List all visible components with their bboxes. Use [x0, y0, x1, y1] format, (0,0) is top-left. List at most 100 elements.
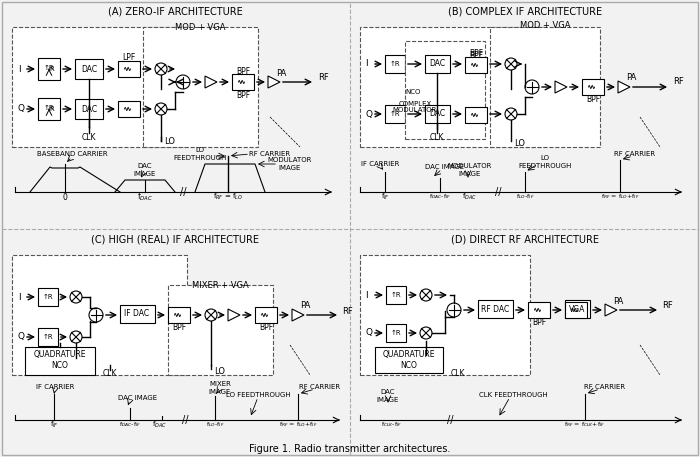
Text: RF: RF	[662, 302, 673, 310]
Text: RF: RF	[318, 73, 329, 81]
Text: (D) DIRECT RF ARCHITECTURE: (D) DIRECT RF ARCHITECTURE	[451, 235, 599, 245]
Circle shape	[505, 58, 517, 70]
Text: f$_{LO}$-f$_{IF}$: f$_{LO}$-f$_{IF}$	[516, 192, 534, 202]
Bar	[360, 27, 545, 147]
Circle shape	[89, 308, 103, 322]
Text: f$_{DAC}$: f$_{DAC}$	[137, 191, 153, 203]
Text: DAC: DAC	[429, 110, 445, 118]
Text: //: //	[447, 415, 454, 425]
Text: IF DAC: IF DAC	[125, 309, 150, 319]
Bar	[385, 105, 405, 123]
Text: DAC
IMAGE: DAC IMAGE	[377, 389, 399, 403]
Bar	[38, 98, 60, 120]
Text: RF CARRIER: RF CARRIER	[249, 151, 290, 157]
Bar	[38, 288, 58, 306]
Bar	[385, 55, 405, 73]
Circle shape	[155, 103, 167, 115]
Bar	[38, 58, 60, 80]
Text: PA: PA	[276, 69, 286, 78]
Bar	[255, 307, 277, 323]
Text: RF CARRIER: RF CARRIER	[615, 151, 656, 157]
Text: QUADRATURE
NCO: QUADRATURE NCO	[34, 351, 86, 370]
Text: RF CARRIER: RF CARRIER	[300, 384, 341, 390]
Text: //: //	[495, 187, 501, 197]
Text: f$_{DAC}$-f$_{IF}$: f$_{DAC}$-f$_{IF}$	[119, 420, 141, 430]
Bar	[582, 79, 604, 95]
Text: (C) HIGH (REAL) IF ARCHITECTURE: (C) HIGH (REAL) IF ARCHITECTURE	[91, 235, 259, 245]
Text: f$_{DAC}$-f$_{IF}$: f$_{DAC}$-f$_{IF}$	[429, 192, 451, 202]
Bar	[478, 300, 513, 318]
Text: MODULATOR
IMAGE: MODULATOR IMAGE	[268, 158, 312, 170]
Polygon shape	[228, 309, 240, 321]
Text: LO FEEDTHROUGH: LO FEEDTHROUGH	[225, 392, 290, 398]
Bar	[75, 59, 103, 79]
Bar	[405, 41, 485, 139]
Bar	[386, 286, 406, 304]
Circle shape	[205, 309, 217, 321]
Bar	[425, 105, 450, 123]
Text: BPF: BPF	[586, 95, 600, 104]
Text: Q: Q	[18, 333, 25, 341]
Bar	[565, 302, 587, 318]
Polygon shape	[268, 76, 280, 88]
Text: 0: 0	[62, 192, 67, 202]
Text: IF CARRIER: IF CARRIER	[36, 384, 74, 390]
Text: CLK: CLK	[430, 133, 444, 142]
Text: DAC
IMAGE: DAC IMAGE	[134, 164, 156, 176]
Text: MIXER + VGA: MIXER + VGA	[192, 281, 248, 289]
Text: LPF: LPF	[122, 53, 136, 63]
Text: BPF: BPF	[172, 323, 186, 332]
Text: f$_{IF}$: f$_{IF}$	[381, 192, 389, 202]
Text: CLK: CLK	[451, 368, 466, 377]
Bar	[38, 328, 58, 346]
Bar	[168, 307, 190, 323]
Circle shape	[420, 289, 432, 301]
Text: MODULATOR
IMAGE: MODULATOR IMAGE	[448, 164, 492, 176]
Text: RF CARRIER: RF CARRIER	[584, 384, 626, 390]
Text: DAC IMAGE: DAC IMAGE	[118, 395, 158, 401]
Text: LO: LO	[214, 367, 225, 376]
Text: VGA: VGA	[569, 304, 585, 314]
Text: PA: PA	[626, 74, 636, 83]
Text: MOD + VGA: MOD + VGA	[519, 21, 570, 30]
Circle shape	[155, 63, 167, 75]
Bar	[232, 74, 254, 90]
Bar	[465, 57, 487, 73]
Text: MIXER
IMAGE: MIXER IMAGE	[209, 382, 231, 394]
Text: DAC IMAGE: DAC IMAGE	[426, 164, 465, 170]
Text: MOD + VGA: MOD + VGA	[175, 22, 225, 32]
Text: CLK: CLK	[103, 368, 118, 377]
Text: PA: PA	[300, 302, 310, 310]
Bar	[12, 255, 187, 375]
Text: ↑R: ↑R	[43, 105, 55, 111]
Text: ↑R: ↑R	[391, 330, 401, 336]
Bar	[360, 255, 530, 375]
Text: BPF: BPF	[259, 323, 273, 332]
Text: Q: Q	[365, 329, 372, 338]
Bar	[12, 27, 187, 147]
Bar	[565, 300, 590, 318]
Circle shape	[525, 80, 539, 94]
Text: //: //	[180, 187, 186, 197]
Polygon shape	[205, 76, 217, 88]
Text: RF DAC: RF DAC	[481, 304, 509, 314]
Circle shape	[70, 291, 82, 303]
Bar	[375, 347, 443, 373]
Text: (B) COMPLEX IF ARCHITECTURE: (B) COMPLEX IF ARCHITECTURE	[448, 7, 602, 17]
Text: DAC: DAC	[81, 64, 97, 74]
Text: LO
FEEDTHROUGH: LO FEEDTHROUGH	[518, 155, 572, 169]
Bar	[386, 324, 406, 342]
Text: BPF: BPF	[236, 67, 250, 75]
Text: ↑R: ↑R	[390, 111, 400, 117]
Text: DAC: DAC	[81, 105, 97, 113]
Text: COMPLEX
MODULATOR: COMPLEX MODULATOR	[393, 101, 438, 113]
Polygon shape	[292, 309, 304, 321]
Text: I: I	[18, 64, 20, 74]
Circle shape	[447, 303, 461, 317]
Text: LO
FEEDTHROUGH: LO FEEDTHROUGH	[174, 148, 227, 160]
Text: I: I	[18, 292, 20, 302]
Text: BPF: BPF	[469, 51, 483, 59]
Bar	[120, 305, 155, 323]
Circle shape	[176, 75, 190, 89]
Bar	[168, 285, 273, 375]
